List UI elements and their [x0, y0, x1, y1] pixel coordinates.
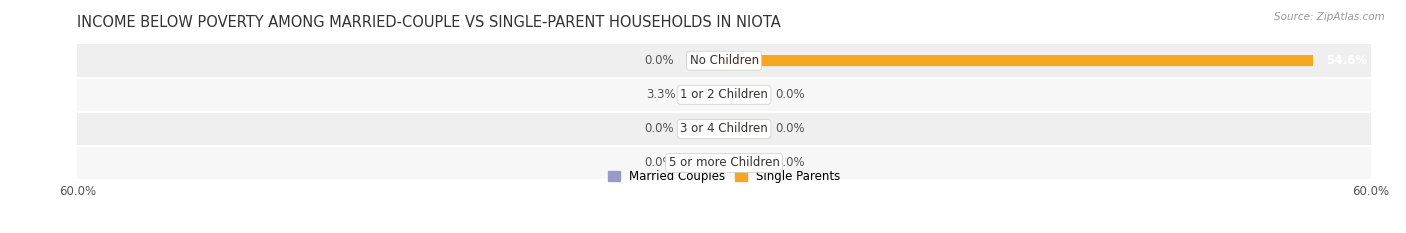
Bar: [724, 89, 762, 100]
Bar: [724, 123, 762, 134]
Legend: Married Couples, Single Parents: Married Couples, Single Parents: [607, 170, 841, 183]
Text: 0.0%: 0.0%: [775, 157, 804, 169]
FancyBboxPatch shape: [724, 89, 762, 100]
FancyBboxPatch shape: [724, 123, 762, 134]
Bar: [724, 55, 1313, 66]
Text: 3.3%: 3.3%: [645, 88, 676, 101]
Text: 0.0%: 0.0%: [644, 54, 673, 67]
FancyBboxPatch shape: [724, 158, 762, 168]
Bar: [77, 45, 1371, 77]
Text: 0.0%: 0.0%: [775, 122, 804, 135]
Bar: [77, 147, 1371, 179]
FancyBboxPatch shape: [686, 158, 724, 168]
FancyBboxPatch shape: [689, 89, 724, 100]
Text: 0.0%: 0.0%: [644, 157, 673, 169]
Bar: [686, 55, 724, 66]
Text: 5 or more Children: 5 or more Children: [669, 157, 779, 169]
Text: 1 or 2 Children: 1 or 2 Children: [681, 88, 768, 101]
Text: 0.0%: 0.0%: [775, 88, 804, 101]
Bar: [77, 79, 1371, 111]
Bar: [686, 158, 724, 168]
FancyBboxPatch shape: [686, 123, 724, 134]
Text: 0.0%: 0.0%: [644, 122, 673, 135]
Text: No Children: No Children: [689, 54, 759, 67]
Text: Source: ZipAtlas.com: Source: ZipAtlas.com: [1274, 12, 1385, 22]
Bar: [724, 158, 762, 168]
Bar: [689, 89, 724, 100]
Text: INCOME BELOW POVERTY AMONG MARRIED-COUPLE VS SINGLE-PARENT HOUSEHOLDS IN NIOTA: INCOME BELOW POVERTY AMONG MARRIED-COUPL…: [77, 15, 782, 30]
Text: 3 or 4 Children: 3 or 4 Children: [681, 122, 768, 135]
Bar: [686, 123, 724, 134]
FancyBboxPatch shape: [724, 55, 1313, 66]
Text: 54.6%: 54.6%: [1326, 54, 1367, 67]
FancyBboxPatch shape: [686, 55, 724, 66]
Bar: [77, 113, 1371, 145]
